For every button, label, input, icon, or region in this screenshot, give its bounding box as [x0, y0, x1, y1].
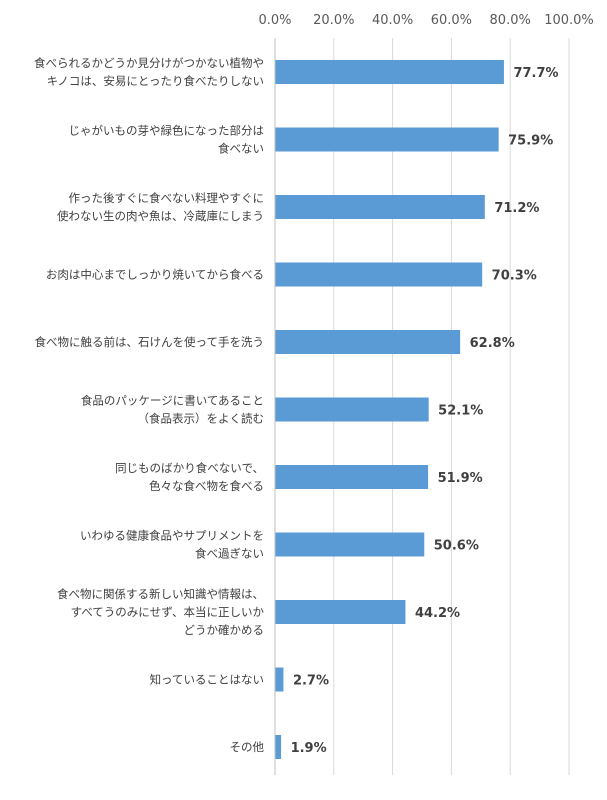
- category-label-line: どうか確かめる: [184, 623, 265, 637]
- category-label-line: 食べない: [218, 142, 264, 156]
- category-label-line: 知っていることはない: [150, 673, 264, 687]
- bar: [275, 532, 425, 557]
- category-label-line: その他: [230, 740, 265, 754]
- category-label: じゃがいもの芽や緑色になった部分は食べない: [69, 124, 265, 156]
- category-label-line: じゃがいもの芽や緑色になった部分は: [69, 124, 265, 138]
- data-label: 2.7%: [293, 674, 329, 689]
- category-label-line: 食べ過ぎない: [195, 547, 264, 561]
- category-label-line: お肉は中心までしっかり焼いてから食べる: [46, 268, 264, 282]
- category-label: 知っていることはない: [150, 673, 264, 687]
- category-label-line: いわゆる健康食品やサプリメントを: [80, 529, 264, 543]
- data-label: 71.2%: [494, 201, 539, 216]
- bar: [275, 330, 461, 354]
- category-label: 食べ物に関係する新しい知識や情報は、すべてうのみにせず、本当に正しいかどうか確か…: [57, 587, 264, 637]
- category-label: お肉は中心までしっかり焼いてから食べる: [46, 268, 264, 282]
- bar: [275, 465, 429, 489]
- bar: [275, 667, 284, 692]
- x-tick-label: 100.0%: [544, 13, 594, 28]
- data-label: 70.3%: [492, 269, 537, 284]
- category-label: 同じものばかり食べないで、色々な食べ物を食べる: [115, 461, 264, 493]
- bar: [275, 397, 429, 422]
- category-label: 食べ物に触る前は、石けんを使って手を洗う: [35, 335, 264, 349]
- category-label: いわゆる健康食品やサプリメントを食べ過ぎない: [80, 529, 264, 561]
- category-label-line: すべてうのみにせず、本当に正しいか: [71, 605, 265, 619]
- bar: [275, 262, 483, 287]
- gridlines: [333, 38, 570, 775]
- category-label: 食べられるかどうか見分けがつかない植物やキノコは、安易にとったり食べたりしない: [34, 56, 264, 88]
- x-tick-label: 0.0%: [258, 13, 291, 28]
- category-label-line: 食べ物に触る前は、石けんを使って手を洗う: [35, 335, 264, 349]
- data-label: 77.7%: [513, 66, 558, 81]
- category-label-line: キノコは、安易にとったり食べたりしない: [47, 74, 264, 88]
- category-label: 食品のパッケージに書いてあること （食品表示）をよく読む: [81, 394, 264, 426]
- data-label: 52.1%: [438, 404, 483, 419]
- data-labels: 77.7% 75.9% 71.2% 70.3% 62.8% 52.1% 51.9% 50.6%…: [291, 66, 559, 756]
- data-label: 1.9%: [291, 741, 327, 756]
- x-tick-label: 40.0%: [372, 13, 413, 28]
- bars: [275, 60, 504, 759]
- x-tick-label: 20.0%: [313, 13, 354, 28]
- category-label-line: 食品のパッケージに書いてあること: [81, 394, 264, 408]
- bar: [275, 600, 406, 624]
- x-tick-label: 80.0%: [490, 13, 531, 28]
- bar: [275, 195, 485, 219]
- category-labels: 食べられるかどうか見分けがつかない植物やキノコは、安易にとったり食べたりしないじ…: [34, 56, 264, 754]
- category-label-line: 食べられるかどうか見分けがつかない植物や: [34, 56, 264, 70]
- x-axis-tick-labels: 0.0% 20.0% 40.0% 60.0% 80.0% 100.0%: [258, 13, 593, 28]
- bar: [275, 735, 282, 759]
- category-label: 作った後すぐに食べない料理やすぐに使わない生の肉や魚は、冷蔵庫にしまう: [57, 191, 264, 223]
- bar: [275, 60, 504, 84]
- category-label-line: 使わない生の肉や魚は、冷蔵庫にしまう: [57, 209, 264, 223]
- category-label-line: 色々な食べ物を食べる: [149, 479, 264, 493]
- data-label: 51.9%: [438, 471, 483, 486]
- category-label-line: 作った後すぐに食べない料理やすぐに: [69, 191, 265, 205]
- category-label-line: 同じものばかり食べないで、: [115, 461, 264, 475]
- data-label: 75.9%: [508, 134, 553, 149]
- category-label: その他: [230, 740, 265, 754]
- bar: [275, 127, 499, 152]
- category-label-line: 食べ物に関係する新しい知識や情報は、: [57, 587, 264, 601]
- data-label: 44.2%: [415, 606, 460, 621]
- category-label-line: （食品表示）をよく読む: [138, 412, 265, 426]
- data-label: 50.6%: [434, 539, 479, 554]
- x-tick-label: 60.0%: [431, 13, 472, 28]
- data-label: 62.8%: [470, 336, 515, 351]
